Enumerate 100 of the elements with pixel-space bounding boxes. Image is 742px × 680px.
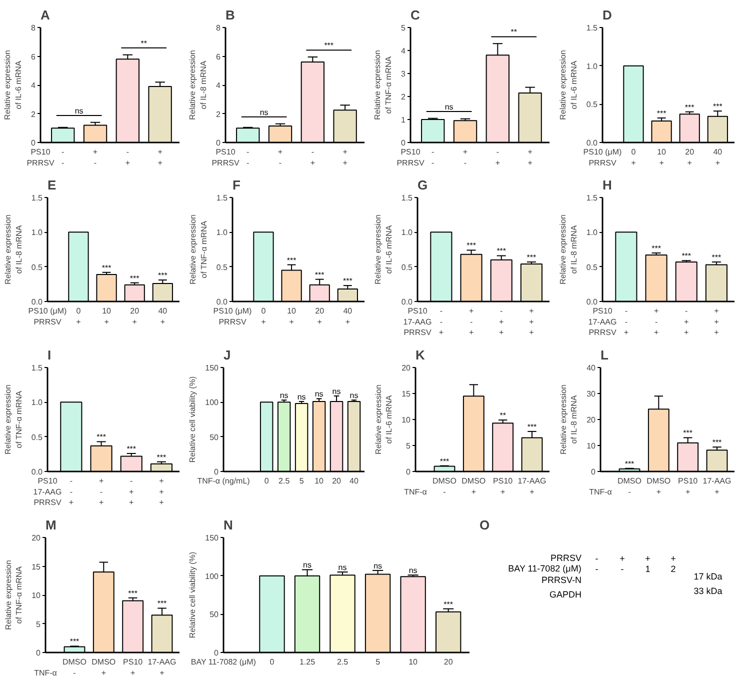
x-tick-label: PS10 + xyxy=(678,476,698,496)
y-tick-label: 20 xyxy=(586,416,596,424)
x-tick-label: 20 + xyxy=(685,148,695,168)
x-tick-label: - - xyxy=(432,148,435,168)
y-tick-label: 1.0 xyxy=(586,62,598,71)
x-tick-label: 20 + xyxy=(315,306,325,326)
annotation: *** xyxy=(128,588,138,598)
x-tick-label: 0 xyxy=(264,476,270,486)
x-tick-label: + + + xyxy=(714,306,720,338)
y-axis-title: Relative expression of IL-8 mRNA xyxy=(558,214,578,284)
y-tick-label: 100 xyxy=(205,398,220,408)
x-tick-label: 40 + xyxy=(343,306,353,326)
x-tick-label: 17-AAG + xyxy=(702,476,732,496)
annotation: *** xyxy=(712,438,722,448)
x-tick-label: + + + xyxy=(159,476,164,508)
x-axis-title: PS10 PRRSV xyxy=(396,148,425,168)
annotation: *** xyxy=(324,41,334,50)
y-tick-label: 0 xyxy=(216,138,222,148)
y-tick-label: 5 xyxy=(36,620,42,629)
x-tick-label: - + + xyxy=(499,306,504,338)
y-tick-label: 0 xyxy=(214,648,220,658)
annotation: *** xyxy=(652,244,661,253)
annotation: ns xyxy=(74,106,84,116)
y-tick-label: 0.5 xyxy=(31,262,44,272)
y-tick-label: 20 xyxy=(402,364,412,372)
y-tick-label: 50 xyxy=(210,610,220,620)
y-tick-label: 1.0 xyxy=(31,228,44,238)
y-tick-label: 0.5 xyxy=(216,262,228,272)
y-tick-label: 3 xyxy=(401,70,406,78)
text: 17 kDa xyxy=(694,572,722,582)
x-axis-title: PS10 (μM) PRRSV xyxy=(213,306,252,326)
y-tick-label: 50 xyxy=(210,432,220,442)
x-tick-label: DMSO + xyxy=(92,658,116,678)
chart-title: L xyxy=(600,348,608,362)
x-tick-label: - + + xyxy=(684,306,690,338)
annotation: ns xyxy=(260,108,268,117)
x-tick-label: - + xyxy=(495,148,500,168)
x-tick-label: DMSO + xyxy=(646,476,671,496)
x-tick-label: 20 xyxy=(332,476,342,486)
annotation: *** xyxy=(286,256,296,265)
x-tick-label: - - xyxy=(62,148,65,168)
annotation: *** xyxy=(712,102,722,112)
x-tick-label: 5 xyxy=(299,476,304,486)
chart-title: A xyxy=(40,8,50,22)
y-tick-label: 1 xyxy=(401,116,406,124)
annotation: *** xyxy=(157,599,167,608)
y-tick-label: 0.5 xyxy=(31,432,44,442)
annotation: *** xyxy=(682,252,692,261)
y-tick-label: 8 xyxy=(216,24,222,32)
chart-title: N xyxy=(224,518,233,532)
y-tick-label: 1.5 xyxy=(216,194,228,202)
y-tick-label: 1.0 xyxy=(31,398,44,408)
x-tick-label: 10 + xyxy=(287,306,297,326)
y-tick-label: 100 xyxy=(205,572,220,581)
annotation: ** xyxy=(140,38,147,48)
x-tick-label: 0 + xyxy=(261,306,266,326)
y-axis-title: Relative expression of TNF-α mRNA xyxy=(4,560,24,630)
x-axis-title: PS10 PRRSV xyxy=(26,148,55,168)
annotation: *** xyxy=(70,637,80,646)
y-tick-label: 0.0 xyxy=(216,298,228,306)
annotation: *** xyxy=(496,246,506,256)
text: 1 xyxy=(645,564,650,574)
x-tick-label: 2.5 xyxy=(278,476,290,486)
x-tick-label: 40 + xyxy=(158,306,168,326)
x-axis-title: TNF-α xyxy=(34,668,58,678)
x-axis-title: PS10 PRRSV xyxy=(212,148,240,168)
x-tick-label: 0 + xyxy=(76,306,82,326)
annotation: ns xyxy=(280,391,288,400)
y-tick-label: 1.5 xyxy=(401,194,414,202)
x-axis-title: PS10 17-AAG PRRSV xyxy=(403,306,432,338)
annotation: ns xyxy=(332,386,341,396)
y-tick-label: 0 xyxy=(31,138,36,148)
annotation: *** xyxy=(656,108,666,118)
y-tick-label: 150 xyxy=(205,364,220,372)
annotation: *** xyxy=(683,428,693,438)
y-tick-label: 0.5 xyxy=(401,262,414,272)
x-tick-label: 10 xyxy=(314,476,324,486)
y-tick-label: 2 xyxy=(31,110,36,119)
category-label: PRRSV-N xyxy=(541,575,582,586)
y-axis-title: Relative expression of TNF-α mRNA xyxy=(373,50,394,120)
chart-title: I xyxy=(48,348,52,362)
y-tick-label: 5 xyxy=(406,442,412,450)
x-tick-label: 17-AAG + xyxy=(148,658,176,678)
x-axis-title: TNF-α (ng/mL) xyxy=(197,476,250,486)
y-tick-label: 0 xyxy=(406,468,412,476)
x-tick-label: + - xyxy=(462,148,468,168)
x-tick-label: DMSO - xyxy=(62,658,86,678)
annotation: *** xyxy=(526,252,536,262)
annotation: *** xyxy=(96,432,106,442)
x-tick-label: DMSO + xyxy=(462,476,486,496)
y-tick-label: 0.0 xyxy=(31,468,44,476)
x-tick-label: DMSO - xyxy=(617,476,642,496)
annotation: *** xyxy=(712,252,722,262)
annotation: ns xyxy=(338,563,347,572)
y-tick-label: 4 xyxy=(31,81,36,90)
y-tick-label: 20 xyxy=(32,534,42,542)
y-tick-label: 1.5 xyxy=(586,24,598,32)
y-tick-label: 4 xyxy=(401,46,406,56)
chart-title: G xyxy=(418,178,428,192)
x-tick-label: 1.25 xyxy=(299,658,316,666)
